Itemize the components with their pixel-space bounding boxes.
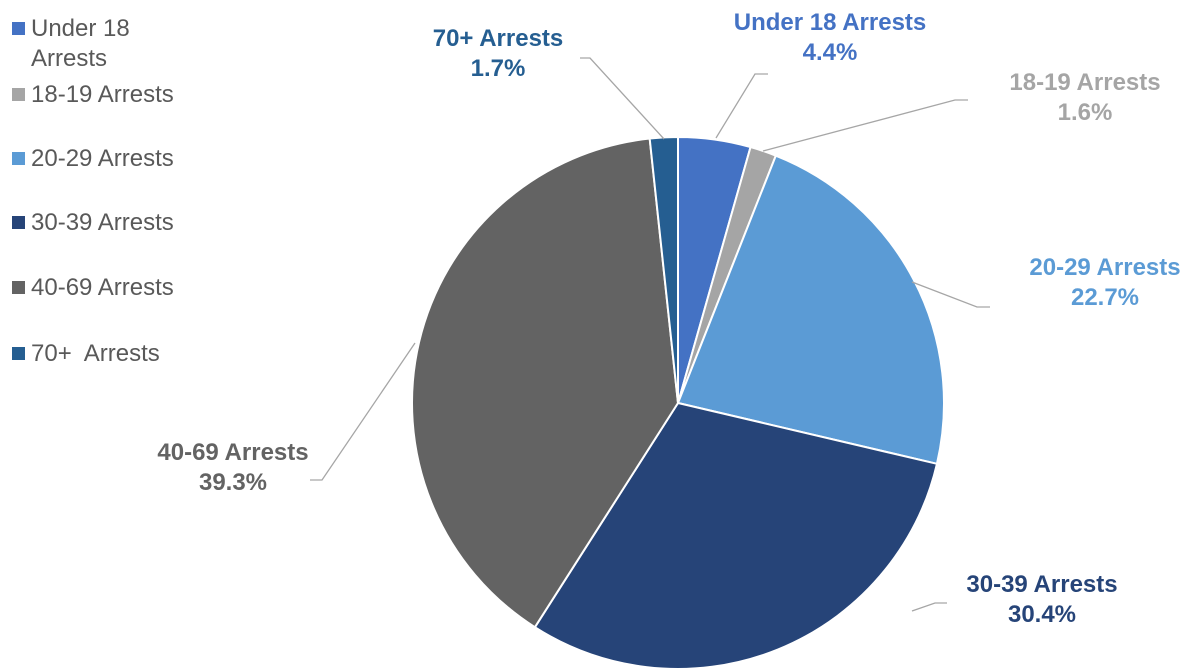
pie-slice-70-plus <box>648 135 679 404</box>
data-label-70-plus: 70+ Arrests 1.7% <box>433 25 564 82</box>
leader-line-18-19 <box>762 99 968 152</box>
legend-item-20-29: 20-29 Arrests <box>12 144 221 174</box>
legend-label: 20-29 Arrests <box>31 145 174 172</box>
legend-item-under-18: Under 18 Arrests <box>12 14 221 74</box>
pie-slices <box>411 135 945 669</box>
legend-label: Under 18 Arrests <box>31 15 130 72</box>
legend-item-70-plus: 70+ Arrests <box>12 339 221 369</box>
leader-line-under-18 <box>715 73 768 139</box>
leader-line-20-29 <box>911 281 990 308</box>
legend-swatch <box>12 281 25 294</box>
legend-item-18-19: 18-19 Arrests <box>12 80 221 110</box>
data-label-under-18: Under 18 Arrests 4.4% <box>734 9 927 66</box>
legend-swatch <box>12 216 25 229</box>
pie-slice-40-69 <box>411 137 680 629</box>
pie-slice-20-29 <box>676 154 945 466</box>
data-label-20-29: 20-29 Arrests 22.7% <box>1029 254 1180 311</box>
leader-line-40-69 <box>310 342 416 481</box>
data-labels: Under 18 Arrests 4.4% 18-19 Arrests 1.6% 20-… <box>157 9 1180 628</box>
leader-line-30-39 <box>911 602 947 612</box>
legend-label: 40-69 Arrests <box>31 274 174 301</box>
data-label-18-19: 18-19 Arrests 1.6% <box>1009 69 1160 126</box>
leader-lines <box>310 57 990 612</box>
legend-swatch <box>12 22 25 35</box>
legend-item-40-69: 40-69 Arrests <box>12 273 221 303</box>
pie-slice-30-39 <box>533 401 939 669</box>
legend-swatch <box>12 347 25 360</box>
legend-label: 30-39 Arrests <box>31 209 174 236</box>
leader-line-70-plus <box>580 57 665 140</box>
legend-label: 70+ Arrests <box>31 340 160 367</box>
legend-label: 18-19 Arrests <box>31 81 174 108</box>
legend-swatch <box>12 88 25 101</box>
legend-swatch <box>12 152 25 165</box>
data-label-40-69: 40-69 Arrests 39.3% <box>157 439 308 496</box>
data-label-30-39: 30-39 Arrests 30.4% <box>966 571 1117 628</box>
legend-item-30-39: 30-39 Arrests <box>12 208 221 238</box>
